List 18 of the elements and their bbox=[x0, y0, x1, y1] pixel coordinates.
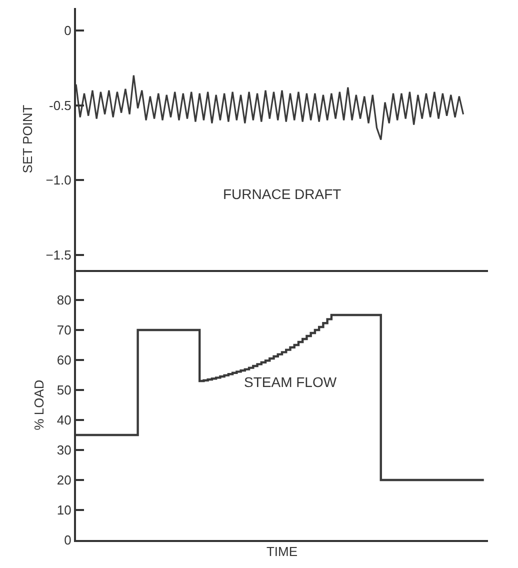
y-axis-title: % LOAD bbox=[31, 380, 46, 430]
y-tick-label: 0 bbox=[64, 23, 72, 38]
y-tick-label: 60 bbox=[56, 352, 72, 368]
y-tick-label: 30 bbox=[56, 442, 72, 458]
y-tick-label: 20 bbox=[56, 472, 72, 488]
y-tick-label: 70 bbox=[56, 322, 72, 338]
y-tick-label: 80 bbox=[56, 292, 72, 308]
y-tick-label: 0 bbox=[64, 532, 72, 548]
y-axis-title: SET POINT bbox=[20, 104, 36, 174]
y-tick-label: −1.0 bbox=[46, 172, 72, 188]
text: FURNACE DRAFT bbox=[223, 186, 342, 202]
y-tick-label: 40 bbox=[56, 412, 72, 428]
y-tick-label: −1.5 bbox=[46, 248, 72, 263]
y-tick-label: 10 bbox=[56, 502, 72, 518]
y-tick-label: 50 bbox=[56, 382, 72, 398]
x-axis-title: TIME bbox=[266, 544, 298, 560]
y-tick-label: -0.5 bbox=[48, 98, 72, 113]
series-label: STEAM FLOW bbox=[244, 374, 338, 390]
